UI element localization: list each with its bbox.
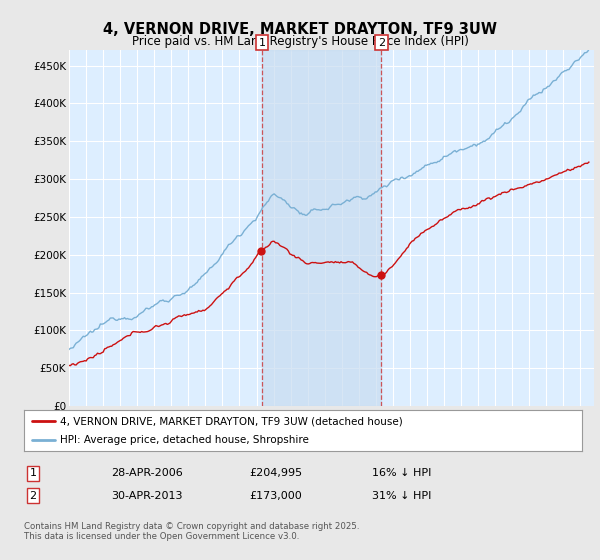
Text: 31% ↓ HPI: 31% ↓ HPI — [372, 491, 431, 501]
Text: 1: 1 — [29, 468, 37, 478]
Bar — [262, 50, 382, 406]
Text: £173,000: £173,000 — [249, 491, 302, 501]
Text: 2: 2 — [378, 38, 385, 48]
Text: 4, VERNON DRIVE, MARKET DRAYTON, TF9 3UW (detached house): 4, VERNON DRIVE, MARKET DRAYTON, TF9 3UW… — [60, 417, 403, 426]
Text: 30-APR-2013: 30-APR-2013 — [111, 491, 182, 501]
Text: HPI: Average price, detached house, Shropshire: HPI: Average price, detached house, Shro… — [60, 435, 309, 445]
Text: £204,995: £204,995 — [249, 468, 302, 478]
Text: 16% ↓ HPI: 16% ↓ HPI — [372, 468, 431, 478]
Text: Price paid vs. HM Land Registry's House Price Index (HPI): Price paid vs. HM Land Registry's House … — [131, 35, 469, 48]
Text: 1: 1 — [259, 38, 265, 48]
Text: Contains HM Land Registry data © Crown copyright and database right 2025.
This d: Contains HM Land Registry data © Crown c… — [24, 522, 359, 542]
Text: 28-APR-2006: 28-APR-2006 — [111, 468, 183, 478]
Text: 4, VERNON DRIVE, MARKET DRAYTON, TF9 3UW: 4, VERNON DRIVE, MARKET DRAYTON, TF9 3UW — [103, 22, 497, 38]
Text: 2: 2 — [29, 491, 37, 501]
